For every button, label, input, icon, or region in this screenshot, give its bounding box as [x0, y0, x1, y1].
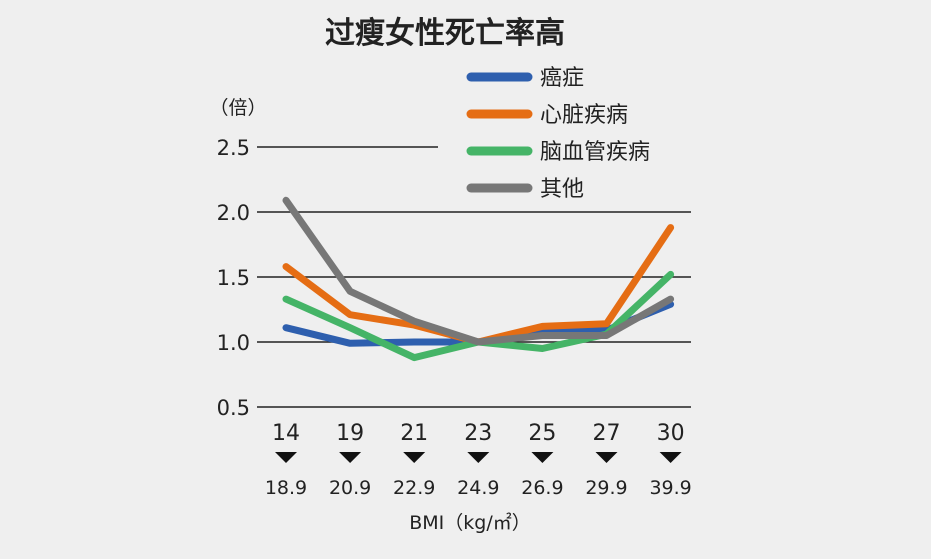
x-tick-label-top: 23 — [464, 421, 492, 446]
y-tick-label: 0.5 — [217, 396, 250, 420]
down-arrow-icon — [339, 452, 361, 463]
x-tick-label-bottom: 24.9 — [457, 477, 499, 499]
legend-label: 脑血管疾病 — [540, 140, 650, 165]
down-arrow-icon — [403, 452, 425, 463]
x-tick-label-bottom: 39.9 — [649, 477, 691, 499]
legend-label: 其他 — [540, 177, 584, 202]
y-tick-label: 1.0 — [217, 331, 250, 355]
x-tick-label-bottom: 22.9 — [393, 477, 435, 499]
down-arrow-icon — [275, 452, 297, 463]
x-tick-label-top: 21 — [400, 421, 428, 446]
y-axis-label: （倍） — [209, 97, 266, 119]
y-tick-label: 2.0 — [217, 201, 250, 225]
x-tick-label-top: 14 — [272, 421, 300, 446]
x-tick-label-bottom: 26.9 — [521, 477, 563, 499]
legend-label: 癌症 — [540, 66, 584, 91]
down-arrow-icon — [531, 452, 553, 463]
legend-label: 心脏疾病 — [540, 103, 628, 128]
y-tick-label: 1.5 — [217, 266, 250, 290]
chart-title: 过瘦女性死亡率高 — [325, 16, 565, 51]
x-tick-label-top: 19 — [336, 421, 364, 446]
x-tick-label-top: 30 — [657, 421, 685, 446]
x-tick-label-bottom: 20.9 — [329, 477, 371, 499]
y-tick-label: 2.5 — [217, 136, 250, 160]
series-line-3 — [286, 200, 671, 342]
x-tick-label-top: 27 — [593, 421, 621, 446]
down-arrow-icon — [660, 452, 682, 463]
x-tick-label-bottom: 29.9 — [585, 477, 627, 499]
down-arrow-icon — [467, 452, 489, 463]
x-tick-label-top: 25 — [528, 421, 556, 446]
x-tick-label-bottom: 18.9 — [265, 477, 307, 499]
down-arrow-icon — [596, 452, 618, 463]
x-axis-label: BMI（kg/㎡） — [409, 511, 531, 534]
